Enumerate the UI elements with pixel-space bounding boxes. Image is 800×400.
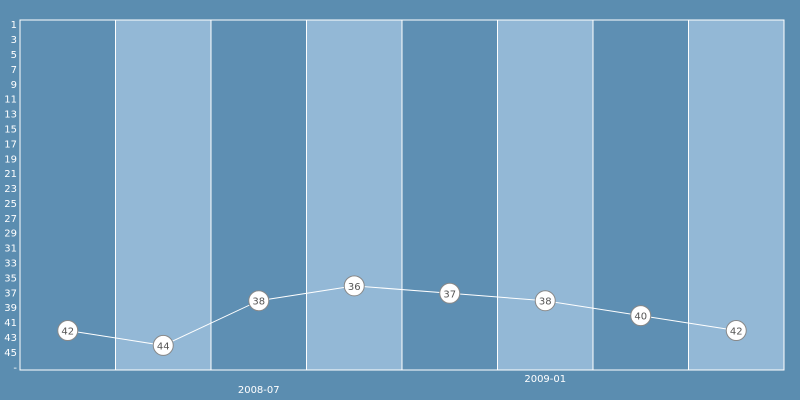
x-tick-label: 2009-01 bbox=[524, 374, 566, 385]
plot-frame bbox=[19, 19, 785, 371]
data-point bbox=[439, 282, 461, 304]
data-point bbox=[152, 334, 174, 356]
column-band bbox=[401, 19, 498, 371]
y-tick-label: 1 bbox=[11, 20, 17, 31]
data-label: 36 bbox=[348, 282, 361, 293]
column-band bbox=[497, 19, 594, 371]
x-tick-label: 2008-07 bbox=[238, 385, 280, 396]
data-point bbox=[630, 305, 652, 327]
y-tick-label: 25 bbox=[4, 199, 17, 210]
y-tick-label: 23 bbox=[4, 184, 17, 195]
y-tick-label: 43 bbox=[4, 333, 17, 344]
y-tick-label: 45 bbox=[4, 348, 17, 359]
y-tick-label: 27 bbox=[4, 214, 17, 225]
y-tick-label: 33 bbox=[4, 259, 17, 270]
y-tick-label: 39 bbox=[4, 303, 17, 314]
column-band bbox=[19, 19, 116, 371]
y-tick-label: 5 bbox=[11, 50, 17, 61]
y-tick-label: 21 bbox=[4, 169, 17, 180]
column-band bbox=[688, 19, 785, 371]
column-band bbox=[115, 19, 212, 371]
y-tick-label: 37 bbox=[4, 288, 17, 299]
y-tick-label: 9 bbox=[11, 80, 17, 91]
data-point bbox=[725, 320, 747, 342]
data-point bbox=[57, 320, 79, 342]
data-label: 38 bbox=[539, 297, 552, 308]
column-band bbox=[210, 19, 307, 371]
y-tick-label: 7 bbox=[11, 65, 17, 76]
y-tick-label: 15 bbox=[4, 124, 17, 135]
y-tick-label: 11 bbox=[4, 95, 17, 106]
y-tick-label: 13 bbox=[4, 110, 17, 121]
data-label: 40 bbox=[634, 312, 647, 323]
y-tick-label: - bbox=[13, 363, 17, 374]
data-label: 44 bbox=[157, 341, 170, 352]
data-label: 42 bbox=[61, 327, 74, 338]
data-label: 38 bbox=[252, 297, 265, 308]
y-tick-label: 31 bbox=[4, 244, 17, 255]
series-line bbox=[67, 285, 737, 346]
y-tick-label: 41 bbox=[4, 318, 17, 329]
y-tick-label: 29 bbox=[4, 229, 17, 240]
y-tick-label: 3 bbox=[11, 35, 17, 46]
column-band bbox=[306, 19, 403, 371]
data-point bbox=[343, 275, 365, 297]
data-point bbox=[534, 290, 556, 312]
data-label: 37 bbox=[443, 289, 456, 300]
y-tick-label: 17 bbox=[4, 139, 17, 150]
data-label: 42 bbox=[730, 327, 743, 338]
y-tick-label: 35 bbox=[4, 273, 17, 284]
data-point bbox=[248, 290, 270, 312]
y-tick-label: 19 bbox=[4, 154, 17, 165]
